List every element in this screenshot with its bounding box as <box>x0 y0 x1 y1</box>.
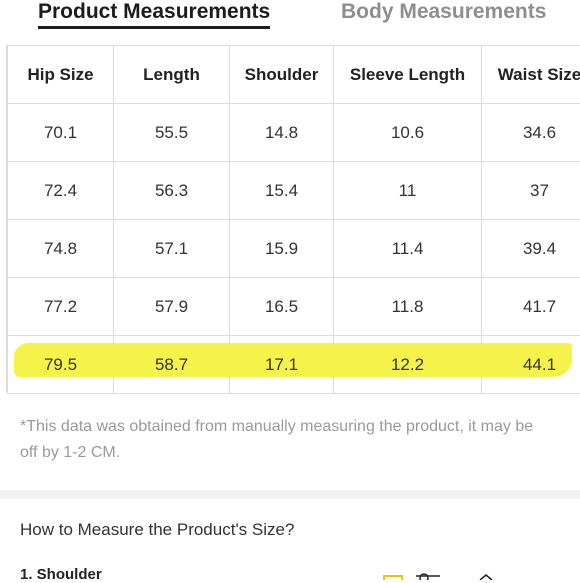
cell-length: 58.7 <box>114 336 230 394</box>
measurement-disclaimer: *This data was obtained from manually me… <box>20 414 540 466</box>
cell-sleeve-length: 11.8 <box>334 278 482 336</box>
table-header-row: Hip Size Length Shoulder Sleeve Length W… <box>8 46 580 104</box>
cell-hip-size: 74.8 <box>8 220 114 278</box>
cell-sleeve-length: 11 <box>334 162 482 220</box>
table-row: 70.1 55.5 14.8 10.6 34.6 <box>8 104 580 162</box>
cell-sleeve-length: 10.6 <box>334 104 482 162</box>
cell-sleeve-length: 11.4 <box>334 220 482 278</box>
tab-body-measurements[interactable]: Body Measurements <box>341 0 546 26</box>
cell-waist-size: 41.7 <box>482 278 580 336</box>
garment-diagram-icon <box>380 570 500 580</box>
cell-waist-size: 34.6 <box>482 104 580 162</box>
table-row: 74.8 57.1 15.9 11.4 39.4 <box>8 220 580 278</box>
header-length: Length <box>114 46 230 104</box>
header-hip-size: Hip Size <box>8 46 114 104</box>
cell-waist-size: 37 <box>482 162 580 220</box>
section-divider <box>0 490 580 499</box>
header-sleeve-length: Sleeve Length <box>334 46 482 104</box>
cell-shoulder: 14.8 <box>230 104 334 162</box>
cell-shoulder: 16.5 <box>230 278 334 336</box>
measurement-tabs: Product Measurements Body Measurements <box>0 0 580 34</box>
cell-hip-size: 70.1 <box>8 104 114 162</box>
header-waist-size: Waist Size <box>482 46 580 104</box>
shoulder-section-title: 1. Shoulder <box>20 566 102 583</box>
table-row-highlighted: 79.5 58.7 17.1 12.2 44.1 <box>8 336 580 394</box>
tab-product-measurements[interactable]: Product Measurements <box>38 0 270 29</box>
cell-waist-size: 39.4 <box>482 220 580 278</box>
cell-length: 56.3 <box>114 162 230 220</box>
cell-shoulder: 15.4 <box>230 162 334 220</box>
table-left-edge <box>0 45 7 392</box>
cell-hip-size: 72.4 <box>8 162 114 220</box>
cell-length: 57.9 <box>114 278 230 336</box>
cell-shoulder: 15.9 <box>230 220 334 278</box>
cell-length: 55.5 <box>114 104 230 162</box>
cell-hip-size: 77.2 <box>8 278 114 336</box>
size-table: Hip Size Length Shoulder Sleeve Length W… <box>7 45 580 394</box>
cell-waist-size: 44.1 <box>482 336 580 394</box>
cell-sleeve-length: 12.2 <box>334 336 482 394</box>
cell-length: 57.1 <box>114 220 230 278</box>
table-row: 72.4 56.3 15.4 11 37 <box>8 162 580 220</box>
how-to-measure-title: How to Measure the Product's Size? <box>20 520 294 540</box>
header-shoulder: Shoulder <box>230 46 334 104</box>
cell-hip-size: 79.5 <box>8 336 114 394</box>
cell-shoulder: 17.1 <box>230 336 334 394</box>
table-row: 77.2 57.9 16.5 11.8 41.7 <box>8 278 580 336</box>
